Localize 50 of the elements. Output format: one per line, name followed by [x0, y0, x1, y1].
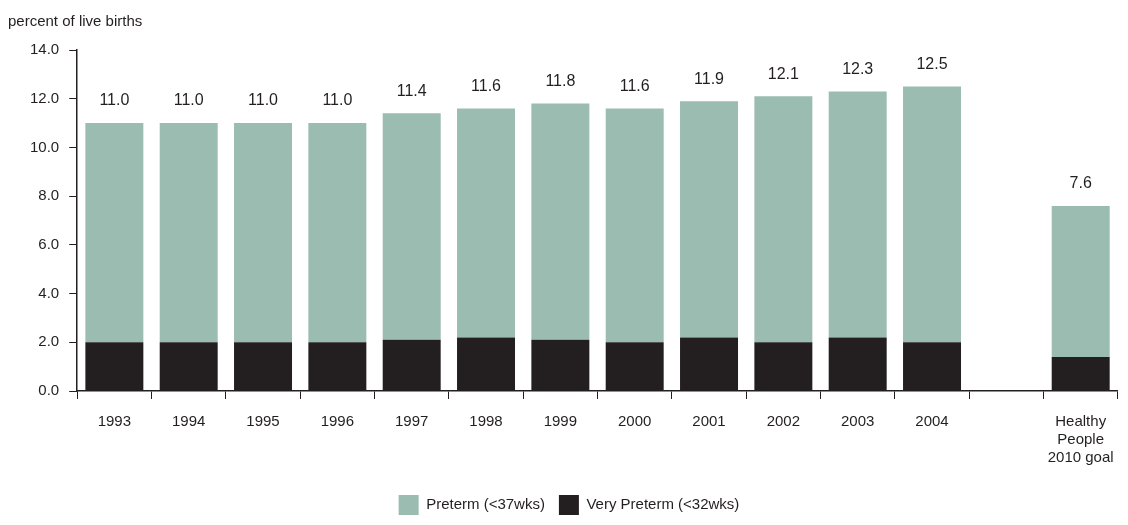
total-label: 11.0	[248, 91, 279, 109]
bar	[1051, 205, 1110, 357]
legend-label: Very Preterm (<32wks)	[586, 495, 740, 513]
x-tick-label: 2000	[618, 412, 652, 430]
x-tick-label: 2003	[841, 412, 875, 430]
total-label: 11.0	[322, 91, 353, 109]
x-tick-label: 1993	[97, 412, 132, 430]
x-tick-label: 2004	[915, 412, 949, 430]
x-tick-label: 1997	[395, 412, 429, 430]
bar	[754, 96, 813, 343]
total-label: 11.0	[173, 91, 204, 109]
total-label: 12.3	[842, 59, 874, 77]
y-tick-label: 0.0	[38, 381, 60, 399]
bar	[903, 86, 962, 343]
y-tick-label: 8.0	[38, 186, 60, 204]
x-tick-label: Healthy People 2010 goal	[1047, 412, 1114, 466]
bar	[308, 123, 367, 343]
y-tick-label: 2.0	[38, 332, 60, 350]
legend-label: Preterm (<37wks)	[426, 495, 545, 513]
x-tick-label: 1998	[469, 412, 503, 430]
bar	[531, 103, 590, 340]
total-label: 7.6	[1069, 174, 1092, 192]
bar	[457, 108, 516, 338]
y-tick-label: 10.0	[29, 137, 60, 155]
total-label: 11.6	[471, 76, 502, 94]
y-tick-label: 14.0	[29, 40, 60, 58]
x-tick-label: 1996	[320, 412, 355, 430]
y-axis-title: percent of live births	[8, 11, 143, 29]
bar	[680, 101, 739, 338]
total-label: 11.8	[545, 71, 576, 89]
total-label: 11.9	[694, 69, 725, 87]
x-tick-label: 2002	[766, 412, 801, 430]
x-tick-label: 1994	[172, 412, 206, 430]
x-tick-label: 1999	[543, 412, 578, 430]
total-label: 11.0	[99, 91, 130, 109]
total-label: 12.5	[916, 54, 948, 72]
bar	[85, 123, 144, 343]
bar	[234, 123, 293, 343]
y-tick-label: 4.0	[38, 283, 60, 301]
bar	[605, 108, 664, 343]
bar	[828, 91, 887, 338]
total-label: 11.4	[396, 81, 427, 99]
bar	[382, 113, 441, 340]
total-label: 11.6	[619, 76, 650, 94]
bar	[159, 123, 218, 343]
x-tick-label: 1995	[246, 412, 280, 430]
total-label: 12.1	[767, 64, 800, 82]
y-tick-label: 12.0	[29, 88, 60, 106]
x-tick-label: 2001	[692, 412, 726, 430]
y-tick-label: 6.0	[38, 235, 60, 252]
